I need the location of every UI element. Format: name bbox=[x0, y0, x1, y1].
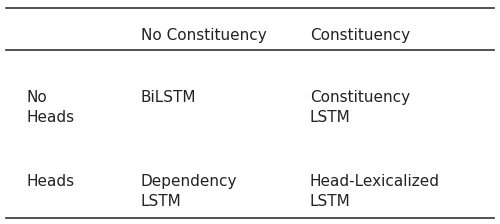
Text: No Constituency: No Constituency bbox=[140, 28, 266, 43]
Text: Constituency: Constituency bbox=[310, 28, 410, 43]
Text: Heads: Heads bbox=[26, 174, 74, 189]
Text: Dependency
LSTM: Dependency LSTM bbox=[140, 174, 237, 209]
Text: No
Heads: No Heads bbox=[26, 90, 74, 125]
Text: Head-Lexicalized
LSTM: Head-Lexicalized LSTM bbox=[310, 174, 440, 209]
Text: BiLSTM: BiLSTM bbox=[140, 90, 196, 105]
Text: Constituency
LSTM: Constituency LSTM bbox=[310, 90, 410, 125]
